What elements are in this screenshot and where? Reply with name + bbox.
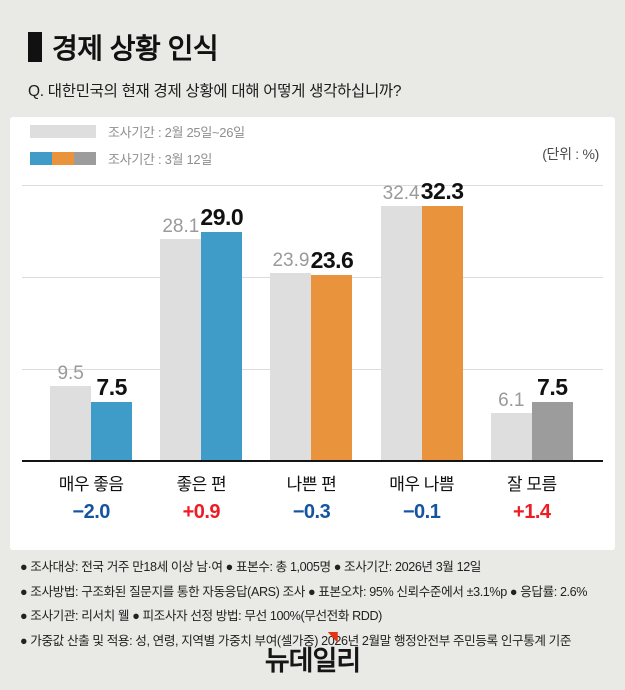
legend-swatch-segment — [30, 152, 52, 165]
legend-item: 조사기간 : 2월 25일~26일 — [30, 125, 245, 140]
bar-current-survey: 7.5 — [531, 375, 573, 461]
note-line: ● 조사방법: 구조화된 질문지를 통한 자동응답(ARS) 조사 ● 표본오차… — [20, 584, 588, 599]
bar-chart-plot: 9.5 7.5 28.1 29.0 23.9 23.6 32.4 32.3 6.1 7.5 — [10, 180, 615, 462]
logo-text: 뉴데일리 — [264, 646, 361, 676]
title-marker-bar — [28, 32, 42, 62]
bar-current-survey: 7.5 — [91, 375, 133, 461]
legend-swatch — [30, 152, 96, 165]
value-label: 7.5 — [537, 373, 568, 400]
logo-red-triangle-icon — [327, 632, 338, 643]
methodology-notes: ● 조사대상: 전국 거주 만18세 이상 남·여 ● 표본수: 총 1,005… — [20, 556, 621, 654]
newdaily-logo: 뉴데일리 — [264, 632, 361, 678]
category-labels: 매우 좋음 좋은 편 나쁜 편 매우 나쁨 잘 모름 — [22, 470, 601, 495]
x-axis-line — [22, 460, 603, 462]
delta-value: −0.3 — [292, 501, 331, 523]
page-title: 경제 상황 인식 — [52, 33, 219, 64]
category-label: 나쁜 편 — [286, 475, 337, 494]
category-label: 잘 모름 — [506, 475, 557, 494]
legend-swatch-segment — [74, 152, 96, 165]
bar-group: 23.9 23.6 — [270, 248, 354, 461]
bar-current-survey: 23.6 — [311, 248, 354, 461]
category-label: 매우 나쁨 — [389, 475, 455, 494]
bar-group: 6.1 7.5 — [490, 375, 573, 461]
delta-value: +0.9 — [182, 501, 221, 523]
bar-prev-survey: 32.4 — [380, 184, 422, 461]
bar-groups: 9.5 7.5 28.1 29.0 23.9 23.6 32.4 32.3 6.1 7.5 — [22, 180, 601, 461]
value-label: 32.4 — [382, 182, 420, 204]
value-label: 9.5 — [57, 363, 84, 385]
note-line: ● 조사대상: 전국 거주 만18세 이상 남·여 ● 표본수: 총 1,005… — [20, 560, 481, 574]
value-label: 7.5 — [96, 373, 127, 400]
note-line: ● 가중값 산출 및 적용: 성, 연령, 지역별 가중치 부여(셀가중) 20… — [20, 633, 572, 648]
bar-group: 9.5 7.5 — [50, 364, 133, 461]
legend-item: 조사기간 : 3월 12일 — [30, 152, 245, 167]
unit-label: (단위 : %) — [542, 146, 599, 162]
legend-swatch — [30, 125, 96, 138]
bar-current-survey: 32.3 — [421, 180, 464, 461]
bar-prev-survey: 23.9 — [270, 251, 312, 461]
value-label: 32.3 — [420, 178, 464, 205]
delta-value: +1.4 — [513, 501, 551, 523]
value-label: 23.9 — [272, 249, 310, 271]
page-header: 경제 상황 인식 — [28, 27, 219, 67]
gridline — [22, 185, 603, 186]
delta-value: −0.1 — [402, 501, 441, 523]
legend-label: 조사기간 : 2월 25일~26일 — [108, 125, 245, 140]
bar-prev-survey: 6.1 — [490, 391, 532, 461]
survey-question: Q. 대한민국의 현재 경제 상황에 대해 어떻게 생각하십니까? — [28, 83, 402, 100]
bar-group: 28.1 29.0 — [160, 206, 244, 461]
bar-prev-survey: 9.5 — [50, 364, 92, 461]
legend-label: 조사기간 : 3월 12일 — [108, 152, 212, 167]
value-label: 23.6 — [310, 246, 354, 273]
publisher-logo-wrap: 뉴데일리 — [0, 632, 625, 678]
bar-prev-survey: 28.1 — [160, 217, 202, 461]
category-label: 좋은 편 — [176, 475, 227, 494]
category-label: 매우 좋음 — [58, 475, 124, 494]
delta-value: −2.0 — [72, 501, 110, 523]
chart-panel: 조사기간 : 2월 25일~26일 조사기간 : 3월 12일 (단위 : %) … — [10, 117, 615, 550]
note-line: ● 조사기관: 리서치 웰 ● 피조사자 선정 방법: 무선 100%(무선전화… — [20, 609, 382, 623]
value-label: 29.0 — [200, 204, 244, 231]
bar-group: 32.4 32.3 — [380, 180, 464, 461]
legend-swatch-segment — [30, 125, 96, 138]
legend-swatch-segment — [52, 152, 74, 165]
delta-labels: −2.0 +0.9 −0.3 −0.1 +1.4 — [22, 501, 601, 524]
bar-current-survey: 29.0 — [200, 206, 244, 461]
value-label: 28.1 — [162, 216, 200, 238]
value-label: 6.1 — [498, 389, 525, 411]
